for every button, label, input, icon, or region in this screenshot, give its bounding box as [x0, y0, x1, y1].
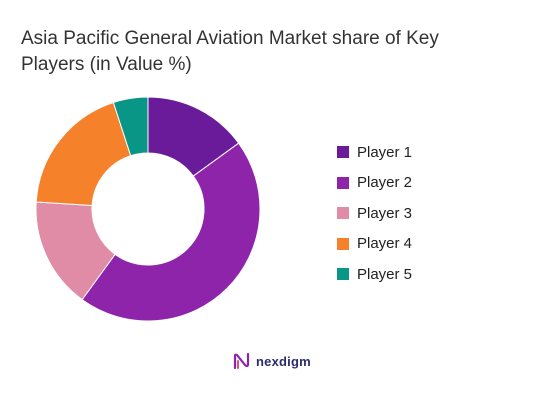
legend-label: Player 2 [357, 174, 413, 192]
legend-label: Player 1 [357, 143, 413, 161]
legend-item-1: Player 1 [337, 137, 412, 168]
brand-logo: nexdigm [232, 351, 311, 371]
legend-item-3: Player 3 [337, 198, 412, 229]
legend-swatch [337, 268, 349, 281]
legend-label: Player 3 [357, 204, 413, 222]
legend-item-4: Player 4 [337, 229, 412, 260]
chart-legend: Player 1 Player 2 Player 3 Player 4 Player 5 [337, 137, 412, 290]
donut-slice-4 [35, 101, 132, 207]
legend-label: Player 4 [357, 235, 413, 253]
legend-item-5: Player 5 [337, 259, 412, 290]
logo-text: nexdigm [256, 353, 311, 369]
legend-item-2: Player 2 [337, 168, 412, 199]
legend-label: Player 5 [357, 265, 413, 283]
legend-swatch [337, 146, 349, 159]
nexdigm-logo-icon [233, 352, 250, 370]
legend-swatch [337, 176, 349, 189]
legend-swatch [337, 237, 349, 250]
donut-slice-5 [112, 96, 149, 157]
legend-swatch [337, 207, 349, 220]
chart-title: Asia Pacific General Aviation Market sha… [21, 28, 439, 75]
donut-slice-2 [81, 142, 261, 322]
